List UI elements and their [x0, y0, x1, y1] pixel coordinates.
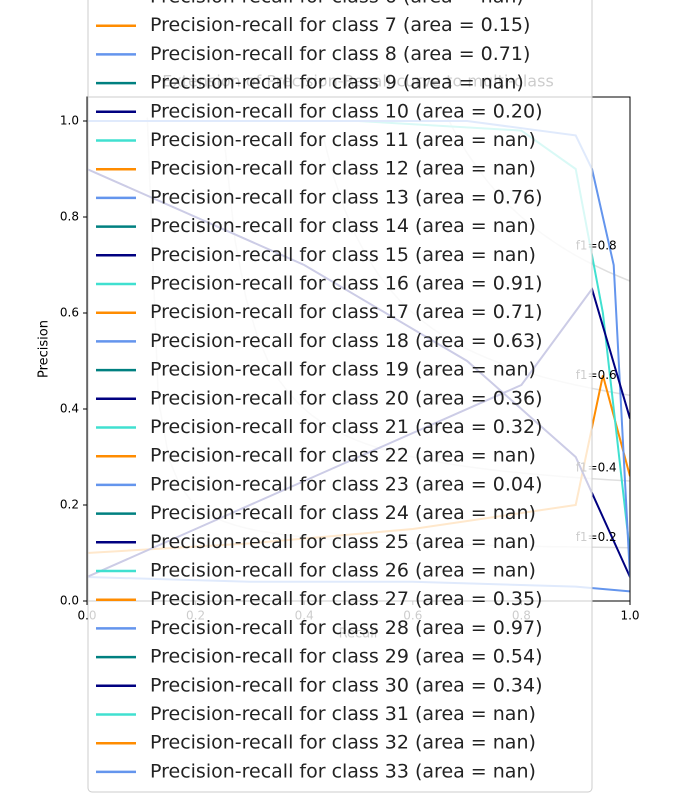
- y-tick-label: 0.6: [60, 306, 79, 320]
- legend-label: Precision-recall for class 28 (area = 0.…: [150, 617, 543, 639]
- legend-label: Precision-recall for class 25 (area = na…: [150, 531, 536, 553]
- y-tick-label: 0.8: [60, 210, 79, 224]
- legend-label: Precision-recall for class 30 (area = 0.…: [150, 674, 543, 696]
- legend-label: Precision-recall for class 16 (area = 0.…: [150, 273, 543, 295]
- y-axis-label: Precision: [37, 320, 52, 378]
- legend-label: Precision-recall for class 29 (area = 0.…: [150, 646, 543, 668]
- legend-label: Precision-recall for class 22 (area = na…: [150, 445, 536, 467]
- legend-frame: [87, 0, 593, 793]
- legend-label: Precision-recall for class 20 (area = 0.…: [150, 387, 543, 409]
- legend-label: Precision-recall for class 21 (area = 0.…: [150, 416, 543, 438]
- legend-label: Precision-recall for class 18 (area = 0.…: [150, 330, 543, 352]
- legend-label: Precision-recall for class 13 (area = 0.…: [150, 186, 543, 208]
- legend-label: Precision-recall for class 23 (area = 0.…: [150, 473, 543, 495]
- legend-label: Precision-recall for class 15 (area = na…: [150, 244, 536, 266]
- y-tick-label: 0.4: [60, 402, 79, 416]
- legend-label: Precision-recall for class 32 (area = na…: [150, 732, 536, 754]
- legend-label: Precision-recall for class 6 (area = nan…: [150, 0, 524, 8]
- legend-label: Precision-recall for class 9 (area = nan…: [150, 72, 524, 94]
- legend-label: Precision-recall for class 10 (area = 0.…: [150, 100, 543, 122]
- legend-label: Precision-recall for class 17 (area = 0.…: [150, 301, 543, 323]
- y-tick-label: 0.2: [60, 498, 79, 512]
- legend-label: Precision-recall for class 7 (area = 0.1…: [150, 14, 530, 36]
- legend-label: Precision-recall for class 8 (area = 0.7…: [150, 43, 530, 65]
- legend-label: Precision-recall for class 19 (area = na…: [150, 359, 536, 381]
- legend-label: Precision-recall for class 27 (area = 0.…: [150, 588, 543, 610]
- y-tick-label: 1.0: [60, 114, 79, 128]
- legend-label: Precision-recall for class 26 (area = na…: [150, 560, 536, 582]
- legend-label: Precision-recall for class 14 (area = na…: [150, 215, 536, 237]
- legend-label: Precision-recall for class 24 (area = na…: [150, 502, 536, 524]
- legend: Precision-recall for class 6 (area = nan…: [87, 0, 593, 793]
- legend-label: Precision-recall for class 11 (area = na…: [150, 129, 536, 151]
- legend-label: Precision-recall for class 12 (area = na…: [150, 158, 536, 180]
- legend-label: Precision-recall for class 31 (area = na…: [150, 703, 536, 725]
- y-tick-label: 0.0: [60, 594, 79, 608]
- legend-label: Precision-recall for class 33 (area = na…: [150, 760, 536, 782]
- x-tick-label: 1.0: [620, 609, 639, 623]
